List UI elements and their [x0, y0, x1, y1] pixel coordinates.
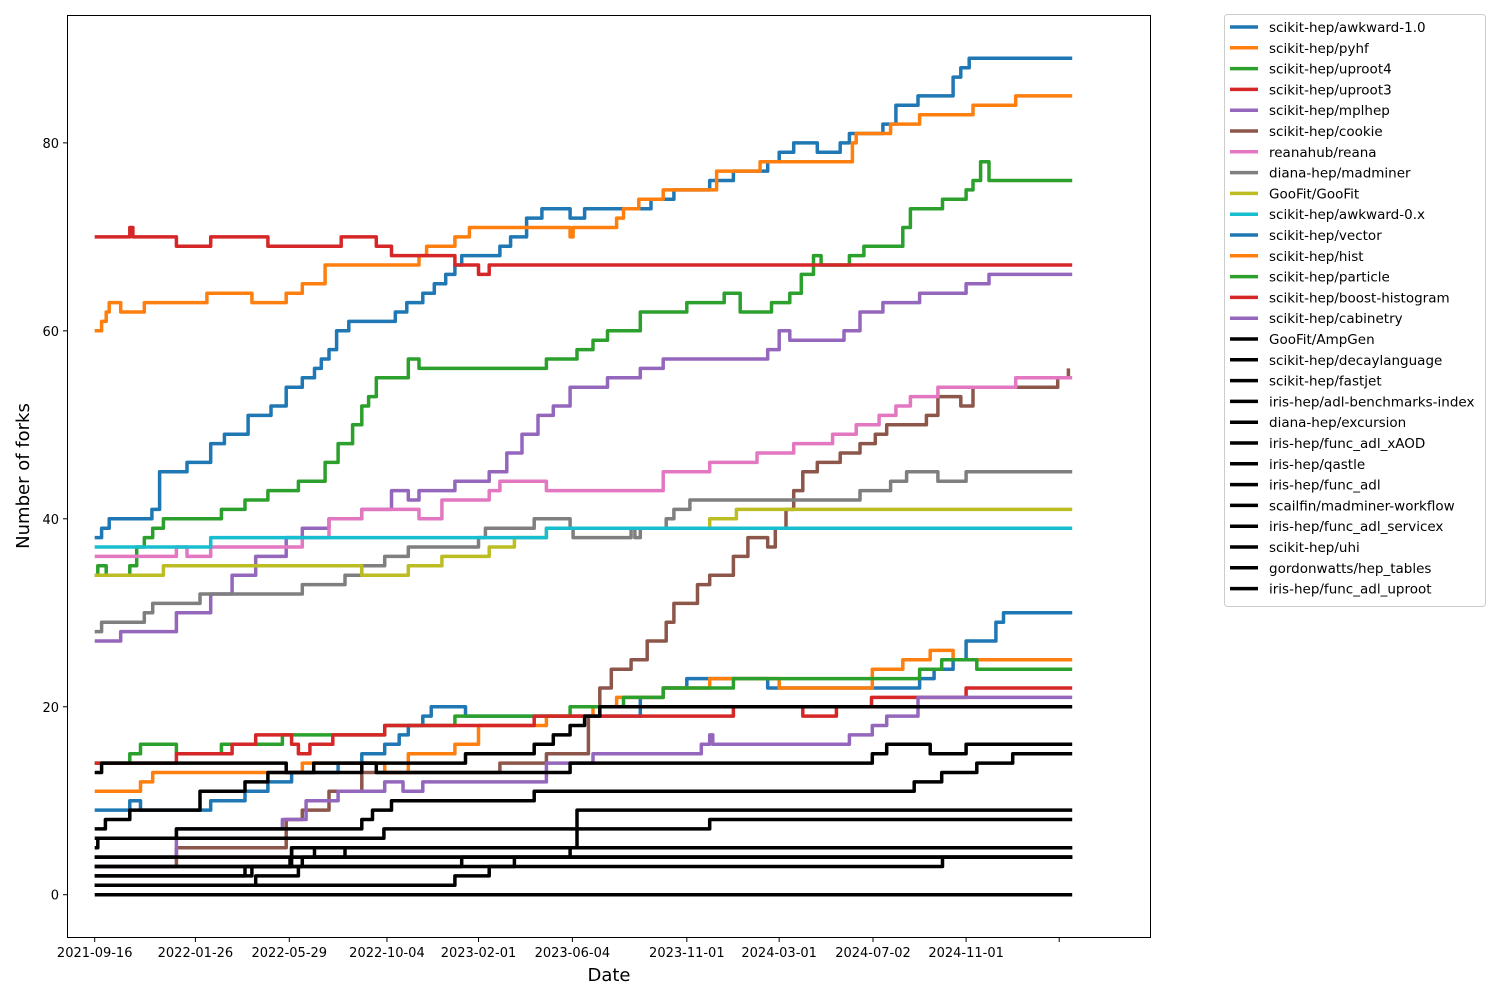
series-line-28	[94, 845, 1073, 859]
series-line-4	[94, 225, 1073, 277]
legend-entry: scikit-hep/vector	[1269, 228, 1382, 244]
legend-entry: iris-hep/func_adl_uproot	[1269, 582, 1432, 598]
series-line-13	[94, 658, 1073, 765]
legend-entry: scikit-hep/awkward-0.x	[1269, 207, 1425, 223]
series-line-2	[94, 94, 1073, 333]
y-tick-label: 80	[42, 137, 59, 152]
series-lines	[94, 56, 1073, 897]
legend-entry: iris-hep/func_adl_xAOD	[1269, 436, 1425, 452]
legend-entry: reanahub/reana	[1269, 145, 1377, 161]
series-line-10	[94, 526, 1073, 549]
legend-entry: scikit-hep/mplhep	[1269, 103, 1390, 119]
plot-frame	[67, 15, 1151, 938]
x-tick-label: 2023-11-01	[649, 946, 725, 961]
y-tick-label: 0	[51, 889, 59, 904]
y-tick-label: 20	[42, 701, 59, 716]
legend-entry: scikit-hep/fastjet	[1269, 374, 1382, 390]
series-line-18	[94, 751, 1073, 841]
series-line-7	[94, 376, 1073, 559]
legend-entry: diana-hep/madminer	[1269, 166, 1411, 182]
series-line-17	[94, 742, 1073, 831]
series-line-20	[94, 808, 1073, 859]
series-line-1	[94, 56, 1073, 540]
series-line-25	[94, 855, 1073, 888]
series-line-12	[94, 648, 1073, 794]
legend-entry: scikit-hep/awkward-1.0	[1269, 20, 1426, 36]
legend-entry: iris-hep/func_adl_servicex	[1269, 519, 1443, 535]
legend-entry: scikit-hep/pyhf	[1269, 41, 1370, 57]
series-line-23	[94, 855, 1073, 888]
legend-entry: GooFit/AmpGen	[1269, 332, 1375, 348]
legend-entry: scikit-hep/particle	[1269, 270, 1390, 286]
series-line-3	[94, 159, 1073, 577]
legend-entry: scikit-hep/uproot4	[1269, 62, 1392, 78]
series-line-5	[94, 272, 1073, 643]
legend-entry: scikit-hep/uhi	[1269, 540, 1360, 556]
y-tick-label: 40	[42, 513, 59, 528]
legend-entry: gordonwatts/hep_tables	[1269, 561, 1431, 577]
x-tick-label: 2023-06-04	[535, 946, 611, 961]
x-axis-label: Date	[587, 965, 630, 986]
legend-entry: scikit-hep/boost-histogram	[1269, 290, 1450, 306]
legend-entry: scikit-hep/decaylanguage	[1269, 353, 1442, 369]
legend-entry: iris-hep/qastle	[1269, 457, 1365, 473]
legend-entry: GooFit/GooFit	[1269, 186, 1359, 202]
x-tick-label: 2022-05-29	[252, 946, 328, 961]
legend-entry: iris-hep/func_adl	[1269, 478, 1381, 494]
legend-entry: scikit-hep/cabinetry	[1269, 311, 1403, 327]
series-line-8	[94, 470, 1073, 634]
y-tick-label: 60	[42, 325, 59, 340]
series-line-19	[94, 817, 1073, 850]
legend-entry: scikit-hep/cookie	[1269, 124, 1383, 140]
x-tick-label: 2024-07-02	[835, 946, 911, 961]
y-axis-label: Number of forks	[13, 403, 34, 549]
x-tick-label: 2022-01-26	[158, 946, 234, 961]
legend-entry: diana-hep/excursion	[1269, 415, 1406, 431]
x-tick-label: 2023-02-01	[441, 946, 517, 961]
y-axis-ticks: 0 20 40 60 80	[42, 137, 68, 904]
series-line-6	[94, 368, 1071, 869]
legend: scikit-hep/awkward-1.0 scikit-hep/pyhf sci…	[1224, 14, 1486, 607]
series-line-9	[94, 507, 1073, 577]
x-tick-label: 2022-10-04	[349, 946, 425, 961]
legend-entry: iris-hep/adl-benchmarks-index	[1269, 394, 1474, 410]
series-line-11	[94, 611, 1073, 812]
x-tick-label: 2021-09-16	[57, 946, 133, 961]
x-axis-ticks: 2021-09-16 2022-01-26 2022-05-29 2022-10-04…	[57, 937, 1060, 961]
series-line-16	[94, 705, 1073, 775]
legend-entry: scikit-hep/uproot3	[1269, 82, 1392, 98]
x-tick-label: 2024-11-01	[928, 946, 1004, 961]
legend-entry: scailfin/madminer-workflow	[1269, 498, 1455, 514]
legend-box	[1224, 14, 1486, 607]
legend-entry: scikit-hep/hist	[1269, 249, 1364, 265]
x-tick-label: 2024-03-01	[741, 946, 817, 961]
